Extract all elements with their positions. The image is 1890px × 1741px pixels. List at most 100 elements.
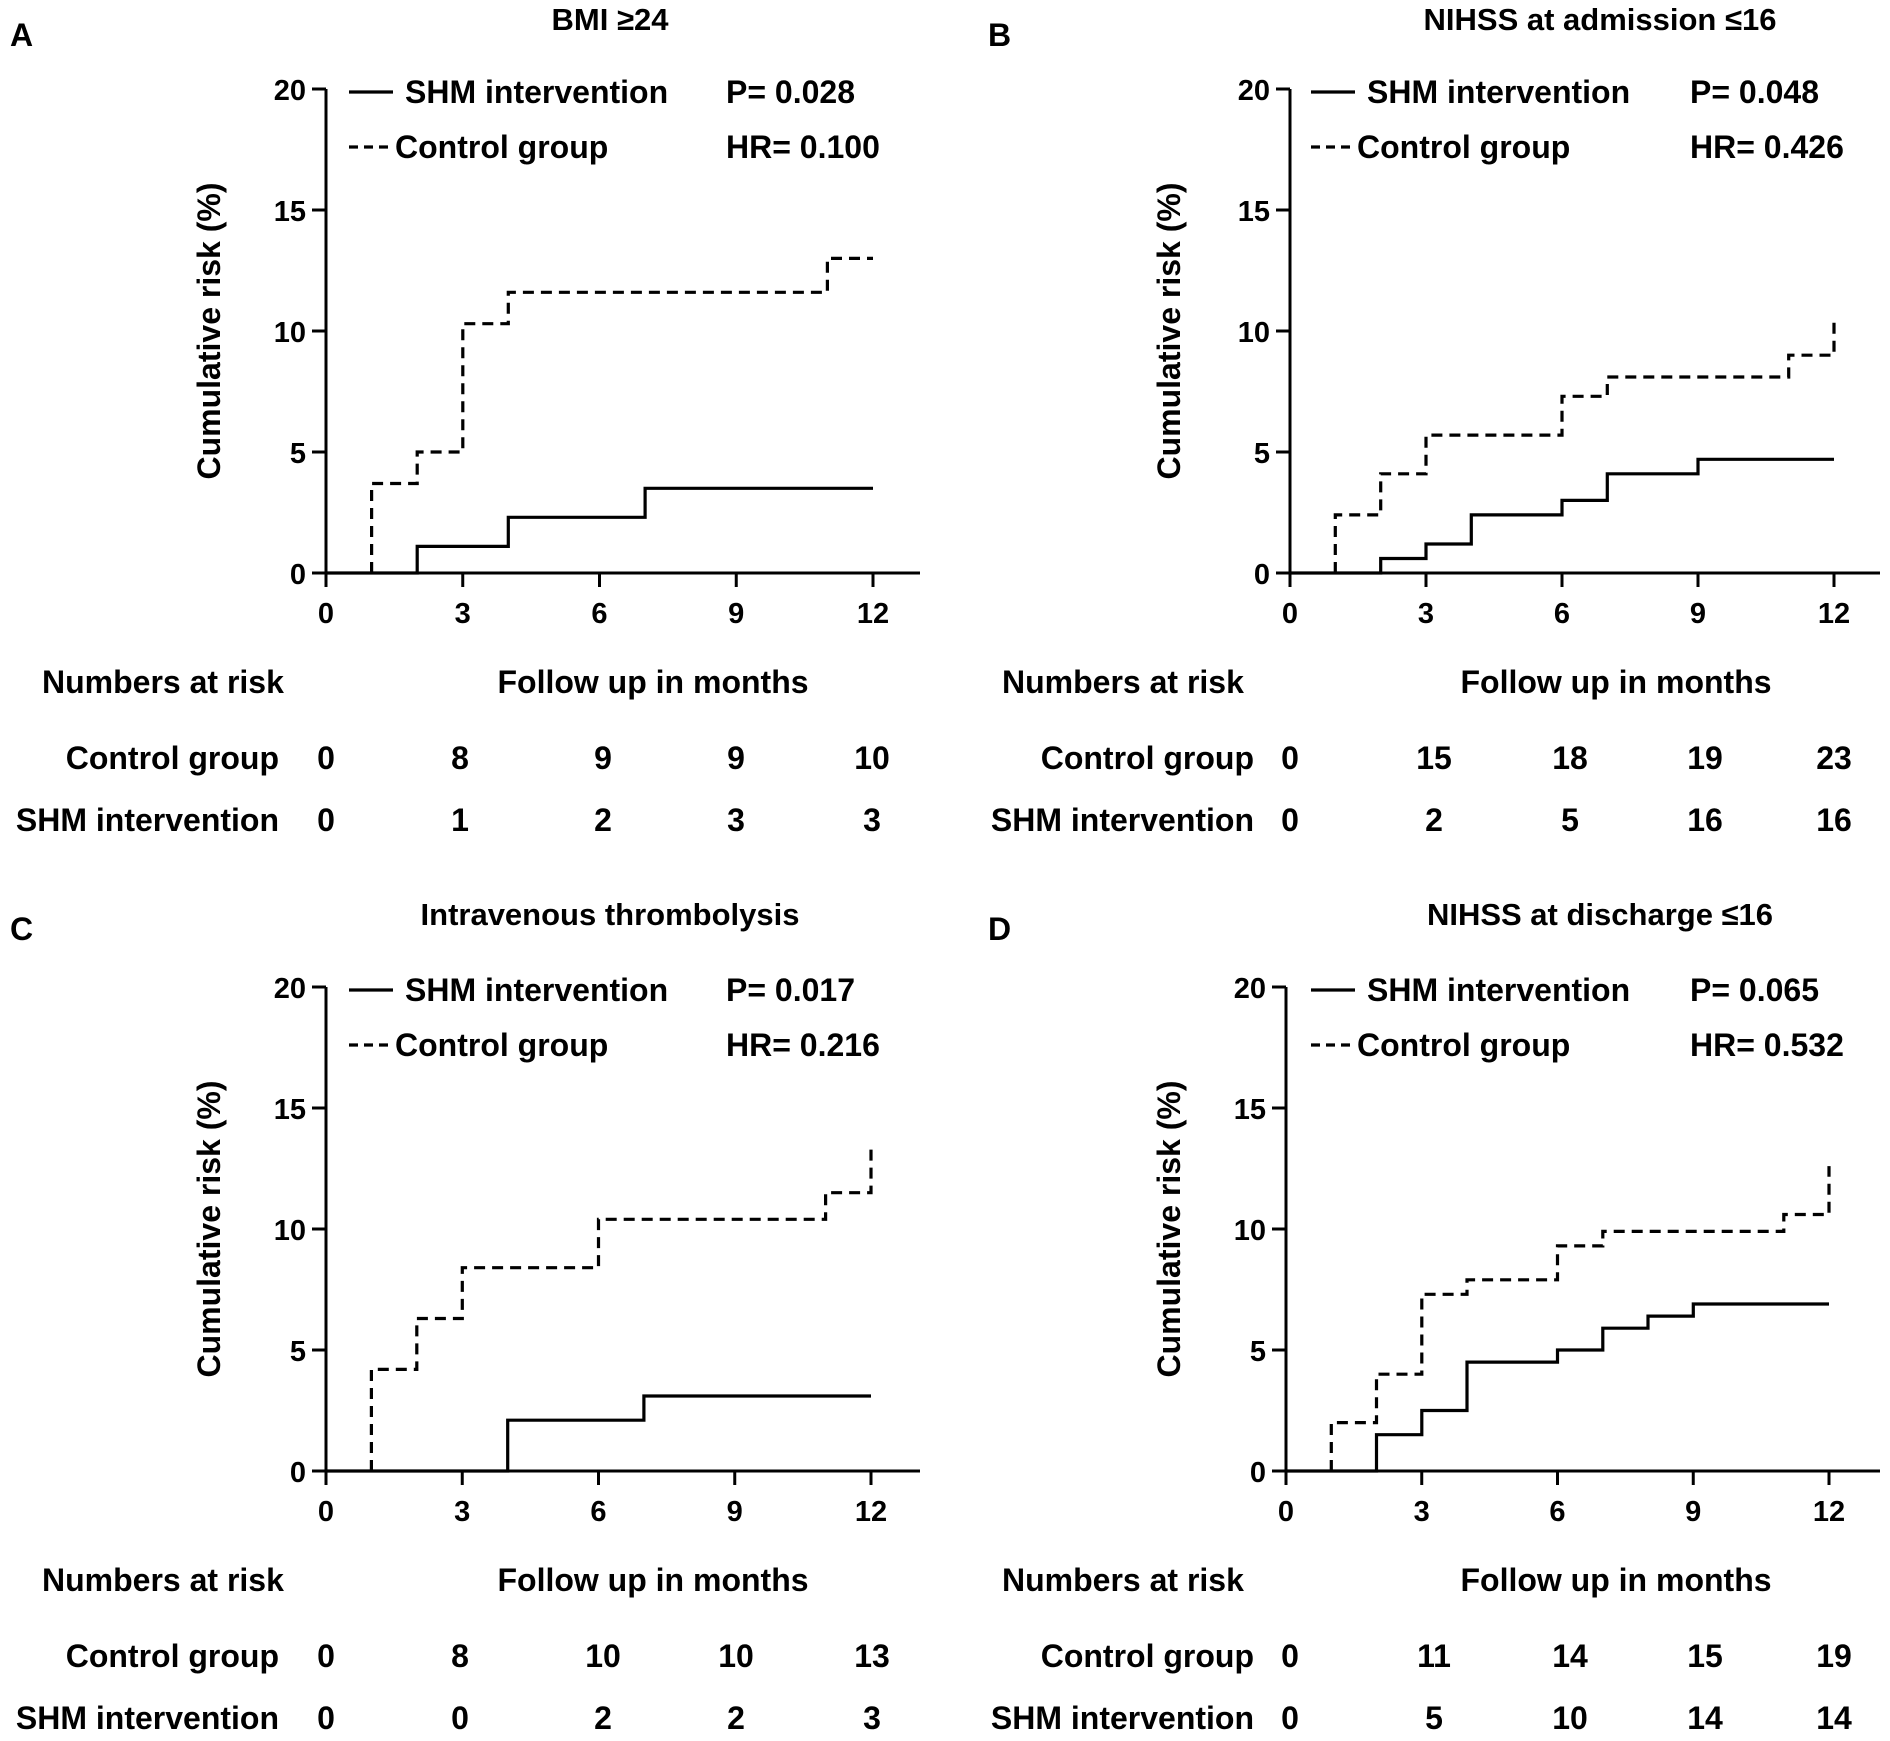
risk-count: 9 xyxy=(727,740,745,776)
risk-count: 10 xyxy=(1552,1700,1588,1736)
risk-count: 19 xyxy=(1687,740,1723,776)
legend-solid-label: SHM intervention xyxy=(1367,74,1630,110)
x-tick-label: 0 xyxy=(318,1496,334,1528)
y-tick-label: 0 xyxy=(290,559,306,591)
x-tick-label: 12 xyxy=(1813,1496,1845,1528)
risk-count: 0 xyxy=(317,740,335,776)
risk-count: 2 xyxy=(594,802,612,838)
risk-count: 14 xyxy=(1687,1700,1723,1736)
y-tick-label: 5 xyxy=(1250,1336,1266,1368)
y-tick-label: 10 xyxy=(1234,1215,1266,1247)
risk-count: 2 xyxy=(1425,802,1443,838)
risk-count: 19 xyxy=(1816,1638,1852,1674)
chart-title: NIHSS at admission ≤16 xyxy=(1424,2,1777,37)
x-tick-label: 0 xyxy=(318,598,334,630)
x-tick-label: 3 xyxy=(1414,1496,1430,1528)
risk-count: 16 xyxy=(1816,802,1852,838)
risk-count: 10 xyxy=(585,1638,621,1674)
risk-count: 3 xyxy=(863,802,881,838)
y-tick-label: 5 xyxy=(290,438,306,470)
risk-count: 5 xyxy=(1561,802,1579,838)
panel-label: C xyxy=(10,911,33,947)
risk-table-header: Numbers at risk xyxy=(1002,1562,1244,1598)
y-axis-label: Cumulative risk (%) xyxy=(191,1081,227,1378)
y-tick-label: 20 xyxy=(1234,973,1266,1005)
risk-count: 9 xyxy=(594,740,612,776)
risk-count: 1 xyxy=(451,802,469,838)
panel-label: A xyxy=(10,17,33,53)
legend-solid-label: SHM intervention xyxy=(405,74,668,110)
risk-count: 18 xyxy=(1552,740,1588,776)
risk-count: 10 xyxy=(718,1638,754,1674)
x-tick-label: 3 xyxy=(1418,598,1434,630)
legend-solid-label: SHM intervention xyxy=(405,972,668,1008)
risk-count: 3 xyxy=(727,802,745,838)
risk-count: 0 xyxy=(317,1700,335,1736)
risk-count: 16 xyxy=(1687,802,1723,838)
y-tick-label: 15 xyxy=(1238,196,1270,228)
chart-title: BMI ≥24 xyxy=(552,2,670,37)
x-tick-label: 9 xyxy=(728,598,744,630)
risk-count: 0 xyxy=(1281,1638,1299,1674)
y-tick-label: 10 xyxy=(1238,317,1270,349)
x-tick-label: 6 xyxy=(1549,1496,1565,1528)
y-tick-label: 15 xyxy=(1234,1094,1266,1126)
shm-intervention-curve xyxy=(1290,457,1834,575)
risk-count: 2 xyxy=(594,1700,612,1736)
y-tick-label: 0 xyxy=(1250,1457,1266,1489)
risk-count: 5 xyxy=(1425,1700,1443,1736)
x-axis-label: Follow up in months xyxy=(1460,1562,1771,1598)
chart-title: Intravenous thrombolysis xyxy=(421,897,800,932)
y-tick-label: 15 xyxy=(274,1094,306,1126)
x-tick-label: 3 xyxy=(455,598,471,630)
y-tick-label: 0 xyxy=(1254,559,1270,591)
x-axis-label: Follow up in months xyxy=(497,1562,808,1598)
x-tick-label: 3 xyxy=(454,1496,470,1528)
control-group-curve xyxy=(369,1144,873,1471)
risk-count: 15 xyxy=(1416,740,1452,776)
y-tick-label: 0 xyxy=(290,1457,306,1489)
risk-table-header: Numbers at risk xyxy=(42,1562,284,1598)
y-tick-label: 20 xyxy=(274,75,306,107)
legend-dashed-label: Control group xyxy=(395,129,608,165)
hazard-ratio: HR= 0.100 xyxy=(726,129,880,165)
risk-count: 0 xyxy=(1281,802,1299,838)
risk-count: 13 xyxy=(854,1638,890,1674)
legend-dashed-label: Control group xyxy=(395,1027,608,1063)
y-axis-label: Cumulative risk (%) xyxy=(1151,1081,1187,1378)
legend-solid-label: SHM intervention xyxy=(1367,972,1630,1008)
shm-intervention-curve xyxy=(1286,1302,1829,1473)
shm-intervention-curve xyxy=(326,1394,871,1473)
chart-title: NIHSS at discharge ≤16 xyxy=(1427,897,1773,932)
risk-count: 15 xyxy=(1687,1638,1723,1674)
risk-count: 23 xyxy=(1816,740,1852,776)
risk-count: 0 xyxy=(451,1700,469,1736)
hazard-ratio: HR= 0.426 xyxy=(1690,129,1844,165)
x-tick-label: 12 xyxy=(1818,598,1850,630)
risk-count: 14 xyxy=(1816,1700,1852,1736)
risk-table-header: Numbers at risk xyxy=(42,664,284,700)
y-tick-label: 20 xyxy=(274,973,306,1005)
p-value: P= 0.028 xyxy=(726,74,855,110)
risk-count: 3 xyxy=(863,1700,881,1736)
risk-row-label: Control group xyxy=(66,740,279,776)
panel-label: D xyxy=(988,911,1011,947)
x-tick-label: 12 xyxy=(857,598,889,630)
legend-dashed-label: Control group xyxy=(1357,1027,1570,1063)
risk-row-label: Control group xyxy=(1041,740,1254,776)
risk-count: 8 xyxy=(451,740,469,776)
risk-row-label: Control group xyxy=(1041,1638,1254,1674)
y-tick-label: 15 xyxy=(274,196,306,228)
x-axis-label: Follow up in months xyxy=(1460,664,1771,700)
risk-row-label: SHM intervention xyxy=(991,1700,1254,1736)
y-tick-label: 10 xyxy=(274,1215,306,1247)
risk-row-label: SHM intervention xyxy=(16,802,279,838)
risk-count: 10 xyxy=(854,740,890,776)
risk-row-label: Control group xyxy=(66,1638,279,1674)
legend-dashed-label: Control group xyxy=(1357,129,1570,165)
risk-count: 2 xyxy=(727,1700,745,1736)
control-group-curve xyxy=(1329,1166,1831,1471)
